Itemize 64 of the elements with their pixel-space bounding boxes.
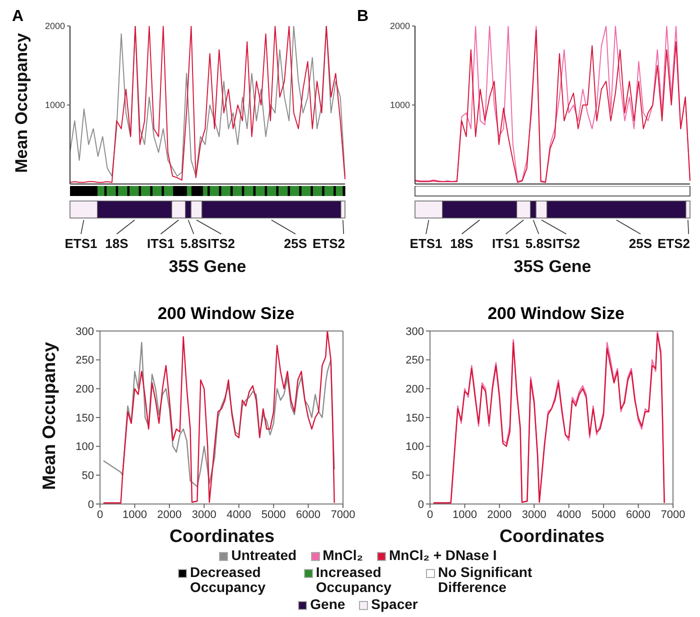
y-tick-label: 100 xyxy=(76,441,94,454)
x-tick-label: 3000 xyxy=(192,508,216,521)
text: ETS2 xyxy=(312,236,345,251)
line-series xyxy=(102,331,335,504)
y-tick-label: 250 xyxy=(76,354,94,367)
y-tick-label: 200 xyxy=(76,384,94,396)
category-label: Increased Occupancy xyxy=(316,564,392,595)
category-label: MnCl₂ + DNase I xyxy=(389,547,497,563)
text: ITS1 xyxy=(492,236,520,251)
line-series xyxy=(102,342,335,488)
x-axis-title: 35S Gene xyxy=(168,257,246,276)
y-tick-label: 50 xyxy=(412,470,424,482)
y-tick-label: 250 xyxy=(406,354,424,367)
y-tick-label: 300 xyxy=(76,326,94,338)
x-tick-label: 5000 xyxy=(591,508,616,521)
x-tick-label: 1000 xyxy=(122,508,147,521)
text: 5.8S xyxy=(525,236,552,251)
x-tick-label: 4000 xyxy=(226,508,252,521)
category-label: MnCl₂ xyxy=(322,547,364,563)
text: 5.8S xyxy=(180,236,208,251)
y-tick-label: 300 xyxy=(406,326,424,338)
y-tick-label: 0 xyxy=(418,498,424,511)
x-tick-label: 6000 xyxy=(296,508,321,521)
x-axis-title: Coordinates xyxy=(498,526,606,546)
text: ITS1 xyxy=(147,236,174,251)
y-axis-title: Mean Occupancy xyxy=(39,342,59,490)
category-label: Spacer xyxy=(371,596,418,612)
chart-title: 200 Window Size xyxy=(156,304,296,325)
x-axis-title: Coordinates xyxy=(168,526,276,546)
x-tick-label: 4000 xyxy=(556,508,582,521)
text: 25S xyxy=(284,236,308,251)
text: 18S xyxy=(105,236,129,251)
text: ITS2 xyxy=(552,236,580,251)
x-tick-label: 5000 xyxy=(261,508,286,521)
text: 18S xyxy=(450,236,474,251)
text: B xyxy=(357,8,369,26)
text: ITS2 xyxy=(208,236,235,251)
x-tick-label: 3000 xyxy=(522,508,546,521)
y-tick-label: 150 xyxy=(76,412,94,424)
text: 25S xyxy=(628,236,652,251)
x-tick-label: 7000 xyxy=(660,508,686,521)
x-tick-label: 2000 xyxy=(157,508,182,521)
x-tick-label: 2000 xyxy=(487,508,512,521)
category-label: Decreased Occupancy xyxy=(190,564,266,595)
y-tick-label: 50 xyxy=(82,470,94,482)
y-tick-label: 200 xyxy=(406,384,424,396)
category-label: Gene xyxy=(310,596,346,612)
y-tick-label: 100 xyxy=(406,441,424,454)
text: ETS2 xyxy=(657,236,690,251)
x-tick-label: 7000 xyxy=(330,508,356,521)
category-label: Untreated xyxy=(231,547,297,563)
text: ETS1 xyxy=(410,236,442,251)
chart-title: 200 Window Size xyxy=(486,304,626,325)
x-tick-label: 1000 xyxy=(452,508,477,521)
x-tick-label: 0 xyxy=(426,508,434,521)
text: ETS1 xyxy=(64,236,98,251)
y-axis-title: Mean Occupancy xyxy=(12,32,31,173)
category-label: No Significant Difference xyxy=(438,564,534,595)
x-axis-title: 35S Gene xyxy=(514,257,592,276)
x-tick-label: 6000 xyxy=(626,508,651,521)
y-tick-label: 150 xyxy=(406,412,424,424)
y-tick-label: 0 xyxy=(88,498,94,511)
x-tick-label: 0 xyxy=(96,508,104,521)
text: A xyxy=(12,8,24,26)
